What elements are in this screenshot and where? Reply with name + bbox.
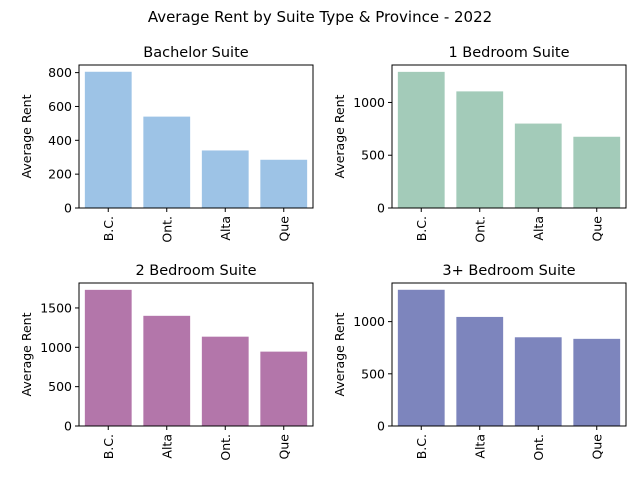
axes-frame: [78, 282, 314, 427]
y-tick-label: 0: [64, 419, 72, 434]
y-tick-label: 1000: [353, 314, 385, 329]
x-tick-label: B.C.: [414, 434, 429, 459]
y-tick-label: 500: [48, 379, 72, 394]
x-tick-label: Ont.: [531, 434, 546, 461]
figure-suptitle: Average Rent by Suite Type & Province - …: [148, 8, 492, 26]
y-axis-label: Average Rent: [332, 94, 347, 178]
subplot-title: Bachelor Suite: [143, 45, 248, 61]
subplot-1: Bachelor Suite 0 200 400 600 800 B.C. Ont. Alta Q…: [19, 45, 314, 243]
y-tick-label: 1500: [40, 300, 72, 315]
subplots: Bachelor Suite 0 200 400 600 800 B.C. Ont. Alta Q…: [19, 45, 627, 461]
y-axis-label: Average Rent: [19, 94, 34, 178]
bar-B.C.: [84, 71, 132, 209]
bar-Alta: [201, 150, 249, 208]
bar-B.C.: [84, 289, 132, 426]
x-tick-label: Ont.: [218, 434, 233, 461]
x-tick-label: B.C.: [101, 216, 116, 241]
bar-Que: [573, 338, 621, 426]
y-tick-label: 800: [48, 65, 72, 80]
x-tick-label: Alta: [159, 434, 174, 459]
x-tick-label: Que: [589, 216, 604, 242]
y-axis-label: Average Rent: [19, 312, 34, 396]
y-tick-label: 500: [361, 148, 385, 163]
bar-Que: [573, 136, 621, 208]
bar-Ont.: [514, 337, 562, 426]
bar-B.C.: [397, 289, 445, 426]
axes-frame: [78, 64, 314, 209]
x-tick-label: B.C.: [414, 216, 429, 241]
y-tick-label: 1000: [40, 340, 72, 355]
subplot-2: 1 Bedroom Suite 0 500 1000 B.C. Ont. Alta Que Av…: [332, 45, 627, 243]
bar-Ont.: [143, 116, 191, 208]
bar-Alta: [514, 123, 562, 208]
x-tick-label: Que: [276, 216, 291, 242]
x-tick-label: Alta: [472, 434, 487, 459]
axes-frame: [391, 64, 627, 209]
subplot-title: 3+ Bedroom Suite: [442, 263, 575, 279]
bar-Ont.: [201, 336, 249, 426]
y-tick-label: 400: [48, 133, 72, 148]
bar-Que: [260, 159, 308, 208]
y-tick-label: 1000: [353, 95, 385, 110]
subplot-title: 2 Bedroom Suite: [135, 263, 256, 279]
bar-B.C.: [397, 71, 445, 209]
subplot-4: 3+ Bedroom Suite 0 500 1000 B.C. Alta Ont. Que A…: [332, 263, 627, 461]
x-tick-label: Ont.: [472, 216, 487, 243]
x-tick-label: B.C.: [101, 434, 116, 459]
y-tick-label: 0: [377, 419, 385, 434]
y-tick-label: 500: [361, 366, 385, 381]
bar-Que: [260, 351, 308, 426]
subplot-title: 1 Bedroom Suite: [448, 45, 569, 61]
y-axis-label: Average Rent: [332, 312, 347, 396]
x-tick-label: Que: [589, 434, 604, 460]
x-tick-label: Que: [276, 434, 291, 460]
y-tick-label: 0: [64, 201, 72, 216]
y-tick-label: 600: [48, 99, 72, 114]
bar-Ont.: [456, 91, 504, 208]
axes-frame: [391, 282, 627, 427]
bar-Alta: [456, 316, 504, 426]
x-tick-label: Ont.: [159, 216, 174, 243]
bar-Alta: [143, 315, 191, 426]
subplot-3: 2 Bedroom Suite 0 500 1000 1500 B.C. Alta Ont. Q…: [19, 263, 314, 461]
y-tick-label: 0: [377, 201, 385, 216]
x-tick-label: Alta: [531, 216, 546, 241]
x-tick-label: Alta: [218, 216, 233, 241]
y-tick-label: 200: [48, 167, 72, 182]
